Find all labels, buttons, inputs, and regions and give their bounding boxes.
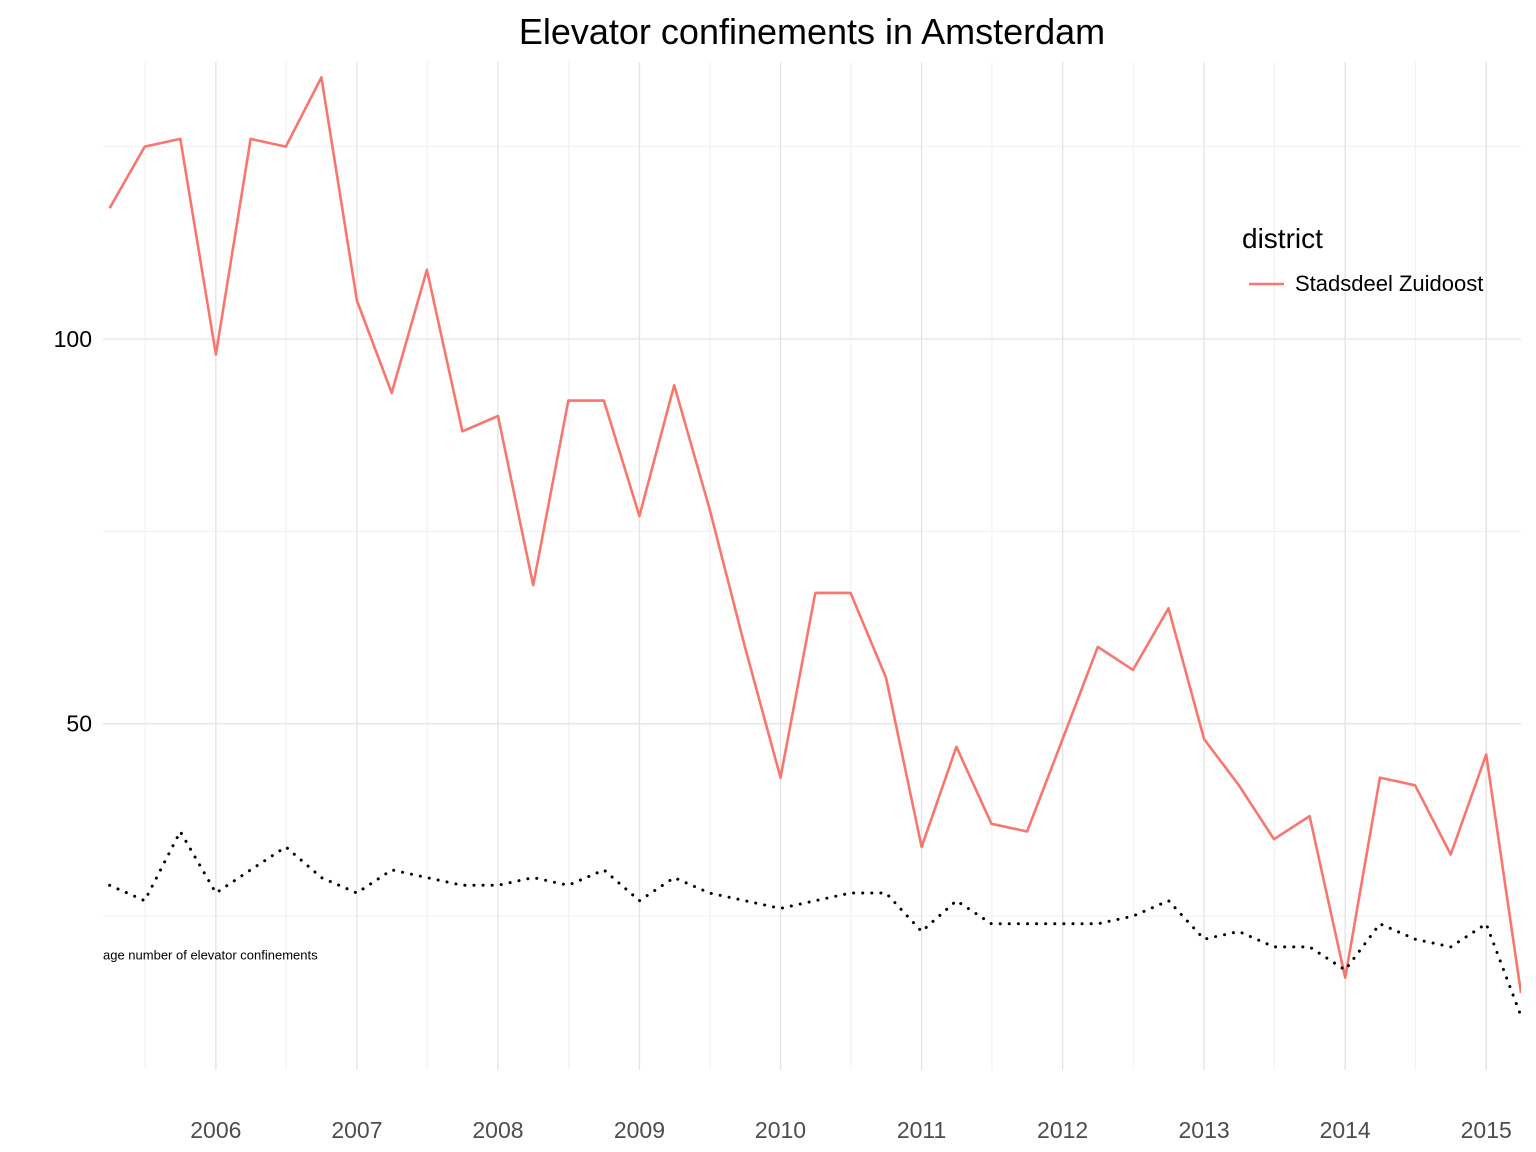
- legend-label: Stadsdeel Zuidoost: [1295, 271, 1483, 296]
- y-tick-label: 50: [66, 711, 92, 737]
- grid-layer: [103, 62, 1521, 1070]
- x-tick-label: 2013: [1178, 1117, 1229, 1143]
- x-tick-label: 2009: [614, 1117, 665, 1143]
- legend-title: district: [1242, 223, 1323, 254]
- series-layer: [108, 76, 1521, 1018]
- series-line-stadsdeel-zuidoost: [108, 76, 1521, 994]
- x-tick-label: 2007: [331, 1117, 382, 1143]
- x-tick-label: 2006: [190, 1117, 241, 1143]
- x-tick-label: 2014: [1320, 1117, 1371, 1143]
- y-tick-label: 100: [54, 326, 92, 352]
- series-line-average: [108, 830, 1521, 1018]
- x-tick-label: 2015: [1461, 1117, 1512, 1143]
- x-tick-label: 2012: [1037, 1117, 1088, 1143]
- tick-layer: 2006 2007 2008 2009 2010 2011 2012 2013 2014 2015…: [54, 326, 1512, 1143]
- chart-title: Elevator confinements in Amsterdam: [519, 11, 1105, 52]
- legend: district Stadsdeel Zuidoost: [1242, 223, 1483, 296]
- x-tick-label: 2010: [755, 1117, 806, 1143]
- x-tick-label: 2011: [897, 1117, 946, 1143]
- annotation-label: age number of elevator confinements: [103, 948, 318, 963]
- x-tick-label: 2008: [472, 1117, 523, 1143]
